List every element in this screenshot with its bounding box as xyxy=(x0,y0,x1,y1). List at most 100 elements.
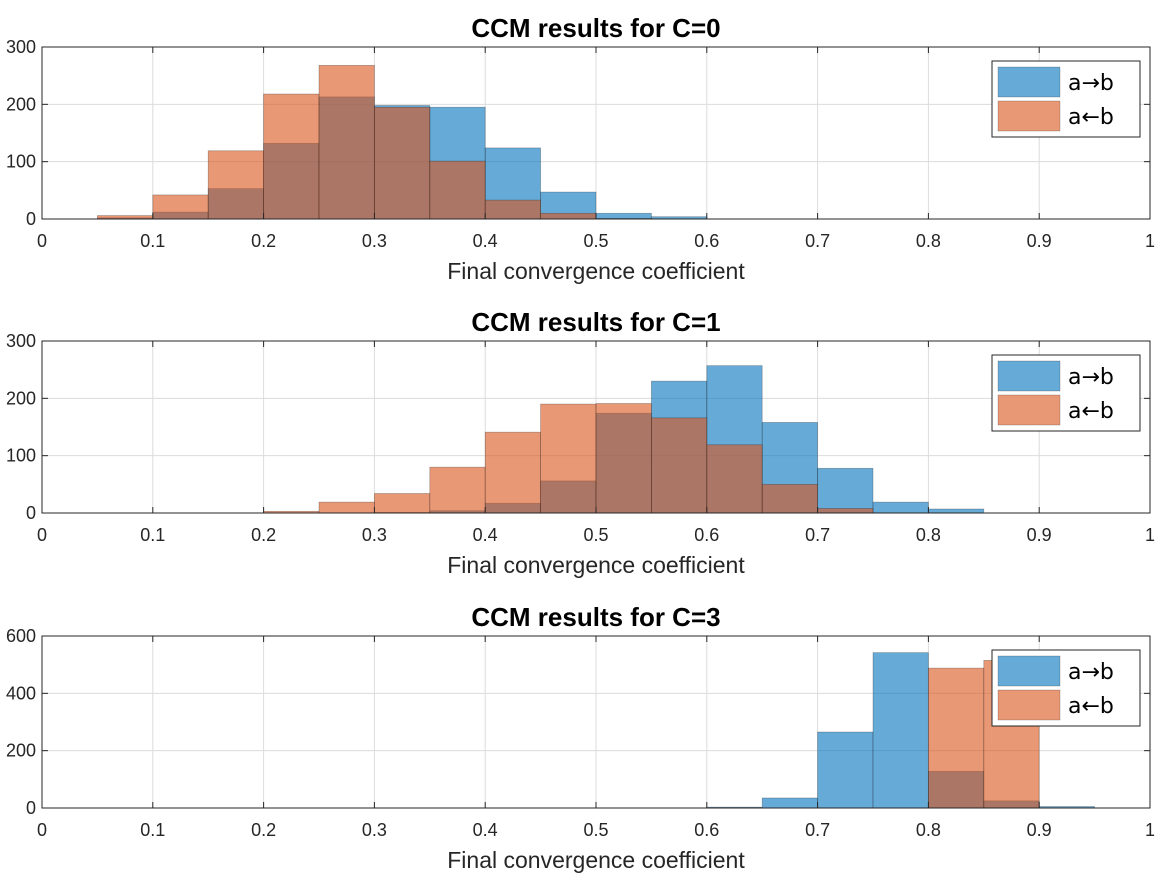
x-axis-label: Final convergence coefficient xyxy=(447,258,745,284)
x-tick-label: 0.1 xyxy=(140,231,165,251)
x-tick-label: 0 xyxy=(37,231,47,251)
histogram-bar xyxy=(761,483,818,514)
legend-label: a←b xyxy=(1068,399,1114,424)
x-tick-label: 0.6 xyxy=(694,231,719,251)
legend: a→b a←b xyxy=(991,60,1141,138)
x-tick-label: 0.1 xyxy=(140,820,165,840)
ticks: 0 0.1 0.2 0.3 0.4 0.5 0.6 0.7 0.8 0.9 1 0 100 200 300 xyxy=(6,37,1155,251)
chart-title: CCM results for C=1 xyxy=(471,307,720,337)
x-tick-label: 0.2 xyxy=(251,820,276,840)
histogram-bar xyxy=(374,106,431,220)
legend-label: a←b xyxy=(1068,105,1114,130)
x-tick-label: 0.8 xyxy=(916,820,941,840)
x-tick-label: 0.2 xyxy=(251,525,276,545)
legend-label: a→b xyxy=(1068,71,1114,96)
histogram-bar xyxy=(817,508,874,514)
legend-swatch xyxy=(997,360,1061,392)
y-tick-label: 300 xyxy=(6,37,36,57)
x-tick-label: 0.6 xyxy=(694,820,719,840)
x-tick-label: 0.3 xyxy=(362,525,387,545)
legend-label: a→b xyxy=(1068,660,1114,685)
histogram-bar xyxy=(872,501,929,514)
histogram-bar xyxy=(374,493,431,514)
histogram-bar xyxy=(207,150,264,220)
histogram-bar xyxy=(484,199,541,220)
legend-swatch xyxy=(997,100,1061,132)
legend: a→b a←b xyxy=(991,649,1141,727)
histogram-bar xyxy=(484,431,541,514)
x-tick-label: 0.4 xyxy=(473,525,498,545)
x-tick-label: 0.5 xyxy=(583,525,608,545)
histogram-bar xyxy=(817,467,874,514)
y-tick-label: 400 xyxy=(6,683,36,703)
legend: a→b a←b xyxy=(991,354,1141,432)
panels: 0 0.1 0.2 0.3 0.4 0.5 0.6 0.7 0.8 0.9 10100200300C… xyxy=(6,13,1155,873)
ticks: 0 0.1 0.2 0.3 0.4 0.5 0.6 0.7 0.8 0.9 1 0 100 200 300 xyxy=(6,331,1155,545)
x-tick-label: 0.3 xyxy=(362,820,387,840)
y-tick-label: 600 xyxy=(6,626,36,646)
legend-swatch xyxy=(997,655,1061,687)
y-tick-label: 0 xyxy=(26,209,36,229)
histogram-bar xyxy=(318,64,375,220)
x-axis-label: Final convergence coefficient xyxy=(447,552,745,578)
legend-swatch xyxy=(997,689,1061,721)
x-tick-label: 0 xyxy=(37,820,47,840)
x-tick-label: 1 xyxy=(1145,820,1155,840)
chart-title: CCM results for C=3 xyxy=(471,602,720,632)
legend-label: a→b xyxy=(1068,365,1114,390)
series-1 xyxy=(263,403,874,514)
histogram-bar xyxy=(429,466,486,514)
histogram-bar xyxy=(928,508,985,514)
chart-panel-2: 0 0.1 0.2 0.3 0.4 0.5 0.6 0.7 0.8 0.9 1 0 200 400 600 C… xyxy=(6,602,1155,873)
histogram-bar xyxy=(318,501,375,514)
x-tick-label: 0.9 xyxy=(1027,525,1052,545)
ticks: 0 0.1 0.2 0.3 0.4 0.5 0.6 0.7 0.8 0.9 1 0 200 400 600 xyxy=(6,626,1155,840)
x-tick-label: 0.8 xyxy=(916,231,941,251)
y-tick-label: 0 xyxy=(26,503,36,523)
x-tick-label: 0.2 xyxy=(251,231,276,251)
x-tick-label: 0.9 xyxy=(1027,820,1052,840)
x-tick-label: 0.5 xyxy=(583,820,608,840)
chart-title: CCM results for C=0 xyxy=(471,13,720,43)
x-tick-label: 0.9 xyxy=(1027,231,1052,251)
y-tick-label: 100 xyxy=(6,446,36,466)
y-tick-label: 0 xyxy=(26,798,36,818)
histogram-bar xyxy=(651,417,708,514)
x-tick-label: 0.1 xyxy=(140,525,165,545)
x-tick-label: 0 xyxy=(37,525,47,545)
histogram-bar xyxy=(595,403,652,514)
x-tick-label: 0.7 xyxy=(805,525,830,545)
histogram-bar xyxy=(761,797,818,809)
series-1 xyxy=(97,64,652,220)
histogram-bar xyxy=(706,444,763,514)
x-tick-label: 0.7 xyxy=(805,231,830,251)
x-tick-label: 1 xyxy=(1145,525,1155,545)
x-tick-label: 0.4 xyxy=(473,231,498,251)
x-tick-label: 0.8 xyxy=(916,525,941,545)
chart-panel-0: 0 0.1 0.2 0.3 0.4 0.5 0.6 0.7 0.8 0.9 1 0 100 200 300 C… xyxy=(6,13,1155,284)
y-tick-label: 100 xyxy=(6,152,36,172)
x-tick-label: 0.5 xyxy=(583,231,608,251)
histogram-bar xyxy=(540,212,597,220)
legend-swatch xyxy=(997,394,1061,426)
x-axis-label: Final convergence coefficient xyxy=(447,847,745,873)
x-tick-label: 0.7 xyxy=(805,820,830,840)
y-tick-label: 200 xyxy=(6,388,36,408)
histogram-bar xyxy=(152,194,209,220)
legend-swatch xyxy=(997,66,1061,98)
histogram-bar xyxy=(872,652,929,809)
histogram-bar xyxy=(817,731,874,809)
histogram-bar xyxy=(263,93,320,220)
histogram-bar xyxy=(429,160,486,220)
x-tick-label: 0.6 xyxy=(694,525,719,545)
y-tick-label: 300 xyxy=(6,331,36,351)
chart-panel-1: 0 0.1 0.2 0.3 0.4 0.5 0.6 0.7 0.8 0.9 1 0 100 200 300 C… xyxy=(6,307,1155,578)
x-tick-label: 1 xyxy=(1145,231,1155,251)
y-tick-label: 200 xyxy=(6,741,36,761)
x-tick-label: 0.3 xyxy=(362,231,387,251)
y-tick-label: 200 xyxy=(6,94,36,114)
x-tick-label: 0.4 xyxy=(473,820,498,840)
legend-label: a←b xyxy=(1068,694,1114,719)
histogram-bar xyxy=(928,667,985,809)
